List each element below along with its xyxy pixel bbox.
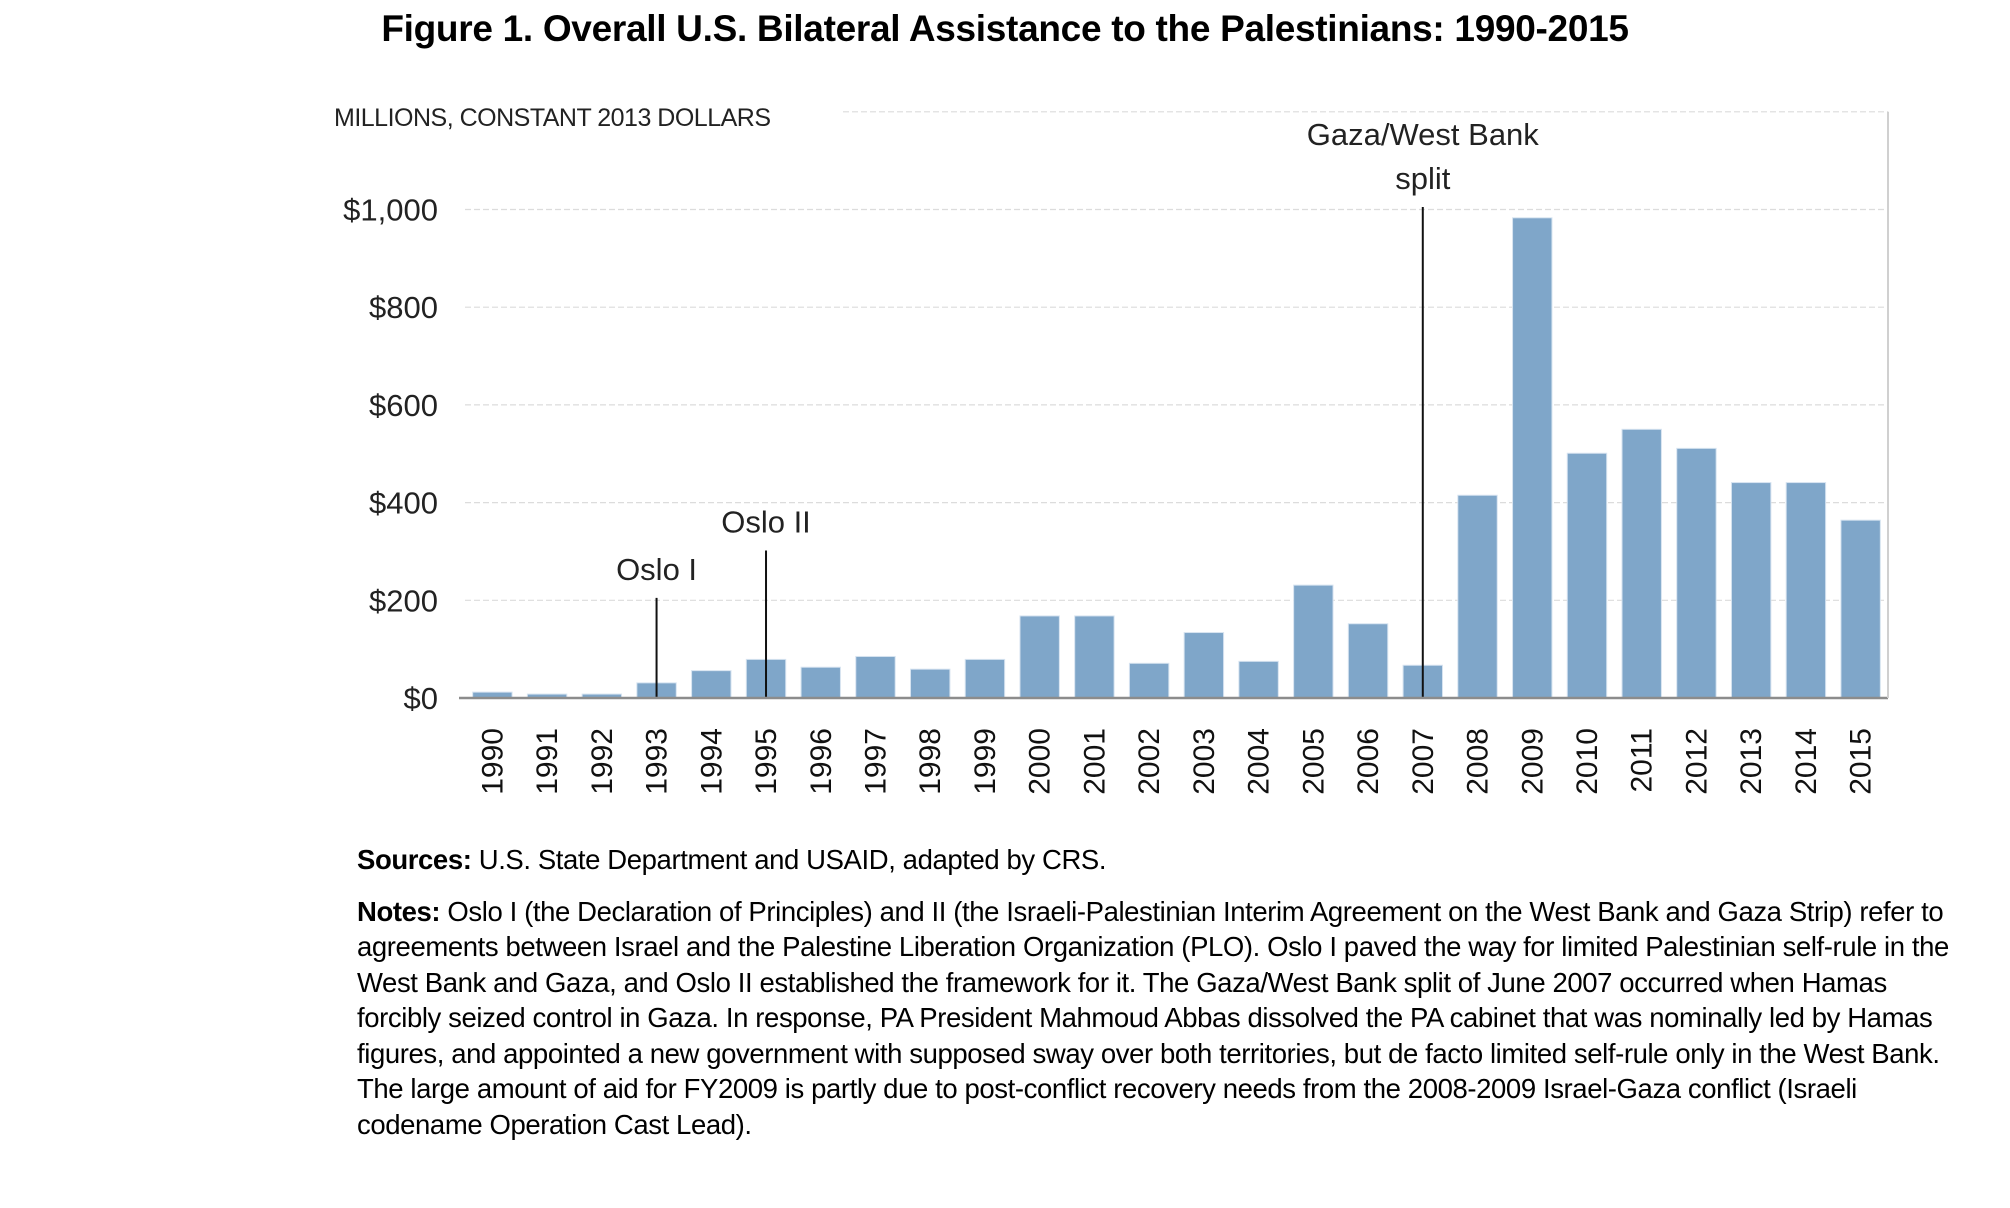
x-tick-label: 2002 xyxy=(1133,728,1166,795)
bar-2008 xyxy=(1457,494,1498,699)
x-tick-label: 2000 xyxy=(1024,728,1057,795)
y-tick-label: $1,000 xyxy=(343,193,438,228)
bar-1999 xyxy=(964,658,1006,699)
bar-1994 xyxy=(691,670,732,699)
x-tick-label: 2003 xyxy=(1188,728,1221,795)
x-tick-label: 2008 xyxy=(1462,728,1495,795)
annotations: Oslo I Oslo II Gaza/West Bank split xyxy=(616,117,1539,698)
bar-2015 xyxy=(1840,519,1881,699)
x-tick-label: 2004 xyxy=(1243,728,1276,795)
y-tick-label: $0 xyxy=(404,681,438,716)
bar-2009 xyxy=(1512,217,1553,699)
figure-title: Figure 1. Overall U.S. Bilateral Assista… xyxy=(381,8,1629,49)
x-tick-label: 2011 xyxy=(1626,728,1659,793)
bar-2012 xyxy=(1676,447,1717,699)
bar-2004 xyxy=(1238,660,1279,699)
x-tick-label: 2006 xyxy=(1352,728,1385,795)
x-tick-label: 1994 xyxy=(695,728,728,795)
sources-paragraph: Sources: U.S. State Department and USAID… xyxy=(357,842,1957,878)
bar-2002 xyxy=(1128,662,1170,699)
x-tick-label: 1990 xyxy=(476,728,509,795)
x-tick-label: 2013 xyxy=(1735,728,1768,795)
x-tick-label: 2005 xyxy=(1297,728,1330,795)
bar-2001 xyxy=(1074,615,1115,699)
annotation-label: split xyxy=(1395,161,1451,196)
bar-1997 xyxy=(855,655,896,699)
x-tick-label: 2009 xyxy=(1516,728,1549,795)
bars xyxy=(472,217,1881,699)
bar-2006 xyxy=(1347,623,1389,699)
x-tick-label: 2012 xyxy=(1680,728,1713,795)
y-tick-label: $800 xyxy=(369,290,438,325)
x-tick-label: 2014 xyxy=(1790,728,1823,795)
bar-1996 xyxy=(800,666,841,699)
x-tick-label: 1998 xyxy=(914,728,947,795)
y-tick-label: $600 xyxy=(369,388,438,423)
bar-2011 xyxy=(1621,428,1662,699)
gridlines xyxy=(465,111,1888,601)
bar-2003 xyxy=(1183,632,1225,699)
x-tick-label: 1991 xyxy=(531,728,564,795)
bar-2013 xyxy=(1730,482,1772,699)
plot-frame xyxy=(459,111,1889,700)
x-tick-label: 1997 xyxy=(859,728,892,795)
annotation-label: Oslo I xyxy=(616,552,697,587)
x-tick-label: 1993 xyxy=(641,728,674,795)
x-tick-label: 2007 xyxy=(1407,728,1440,795)
bar-2005 xyxy=(1293,584,1334,699)
notes-label: Notes: xyxy=(357,895,441,927)
figure-notes: Sources: U.S. State Department and USAID… xyxy=(357,842,1957,1158)
bar-2014 xyxy=(1785,482,1827,699)
sources-label: Sources: xyxy=(357,844,472,875)
x-tick-label: 1995 xyxy=(750,728,783,795)
annotation-label: Oslo II xyxy=(721,504,811,539)
bar-2000 xyxy=(1019,615,1060,699)
sources-text: U.S. State Department and USAID, adapted… xyxy=(478,844,1107,875)
notes-paragraph: Notes: Oslo I (the Declaration of Princi… xyxy=(357,894,1957,1143)
x-tick-label: 2015 xyxy=(1845,728,1878,795)
bar-1998 xyxy=(910,668,951,699)
x-tick-label: 1992 xyxy=(586,728,619,795)
x-tick-label: 1999 xyxy=(969,728,1002,795)
x-tick-label: 1996 xyxy=(805,728,838,795)
bar-2010 xyxy=(1566,452,1608,699)
notes-text: Oslo I (the Declaration of Principles) a… xyxy=(357,895,1949,1140)
annotation-label: Gaza/West Bank xyxy=(1307,117,1540,152)
y-tick-label: $400 xyxy=(369,486,438,521)
y-axis-ticks: $0 $200 $400 $600 $800 $1,000 xyxy=(343,193,438,717)
y-axis-unit-label: MILLIONS, CONSTANT 2013 DOLLARS xyxy=(334,104,771,132)
y-tick-label: $200 xyxy=(369,583,438,618)
x-axis-ticks: 1990 1991 1992 1993 1994 1995 1996 1997 1998 1999… xyxy=(476,728,1877,795)
x-tick-label: 2010 xyxy=(1571,728,1604,795)
x-tick-label: 2001 xyxy=(1078,728,1111,795)
